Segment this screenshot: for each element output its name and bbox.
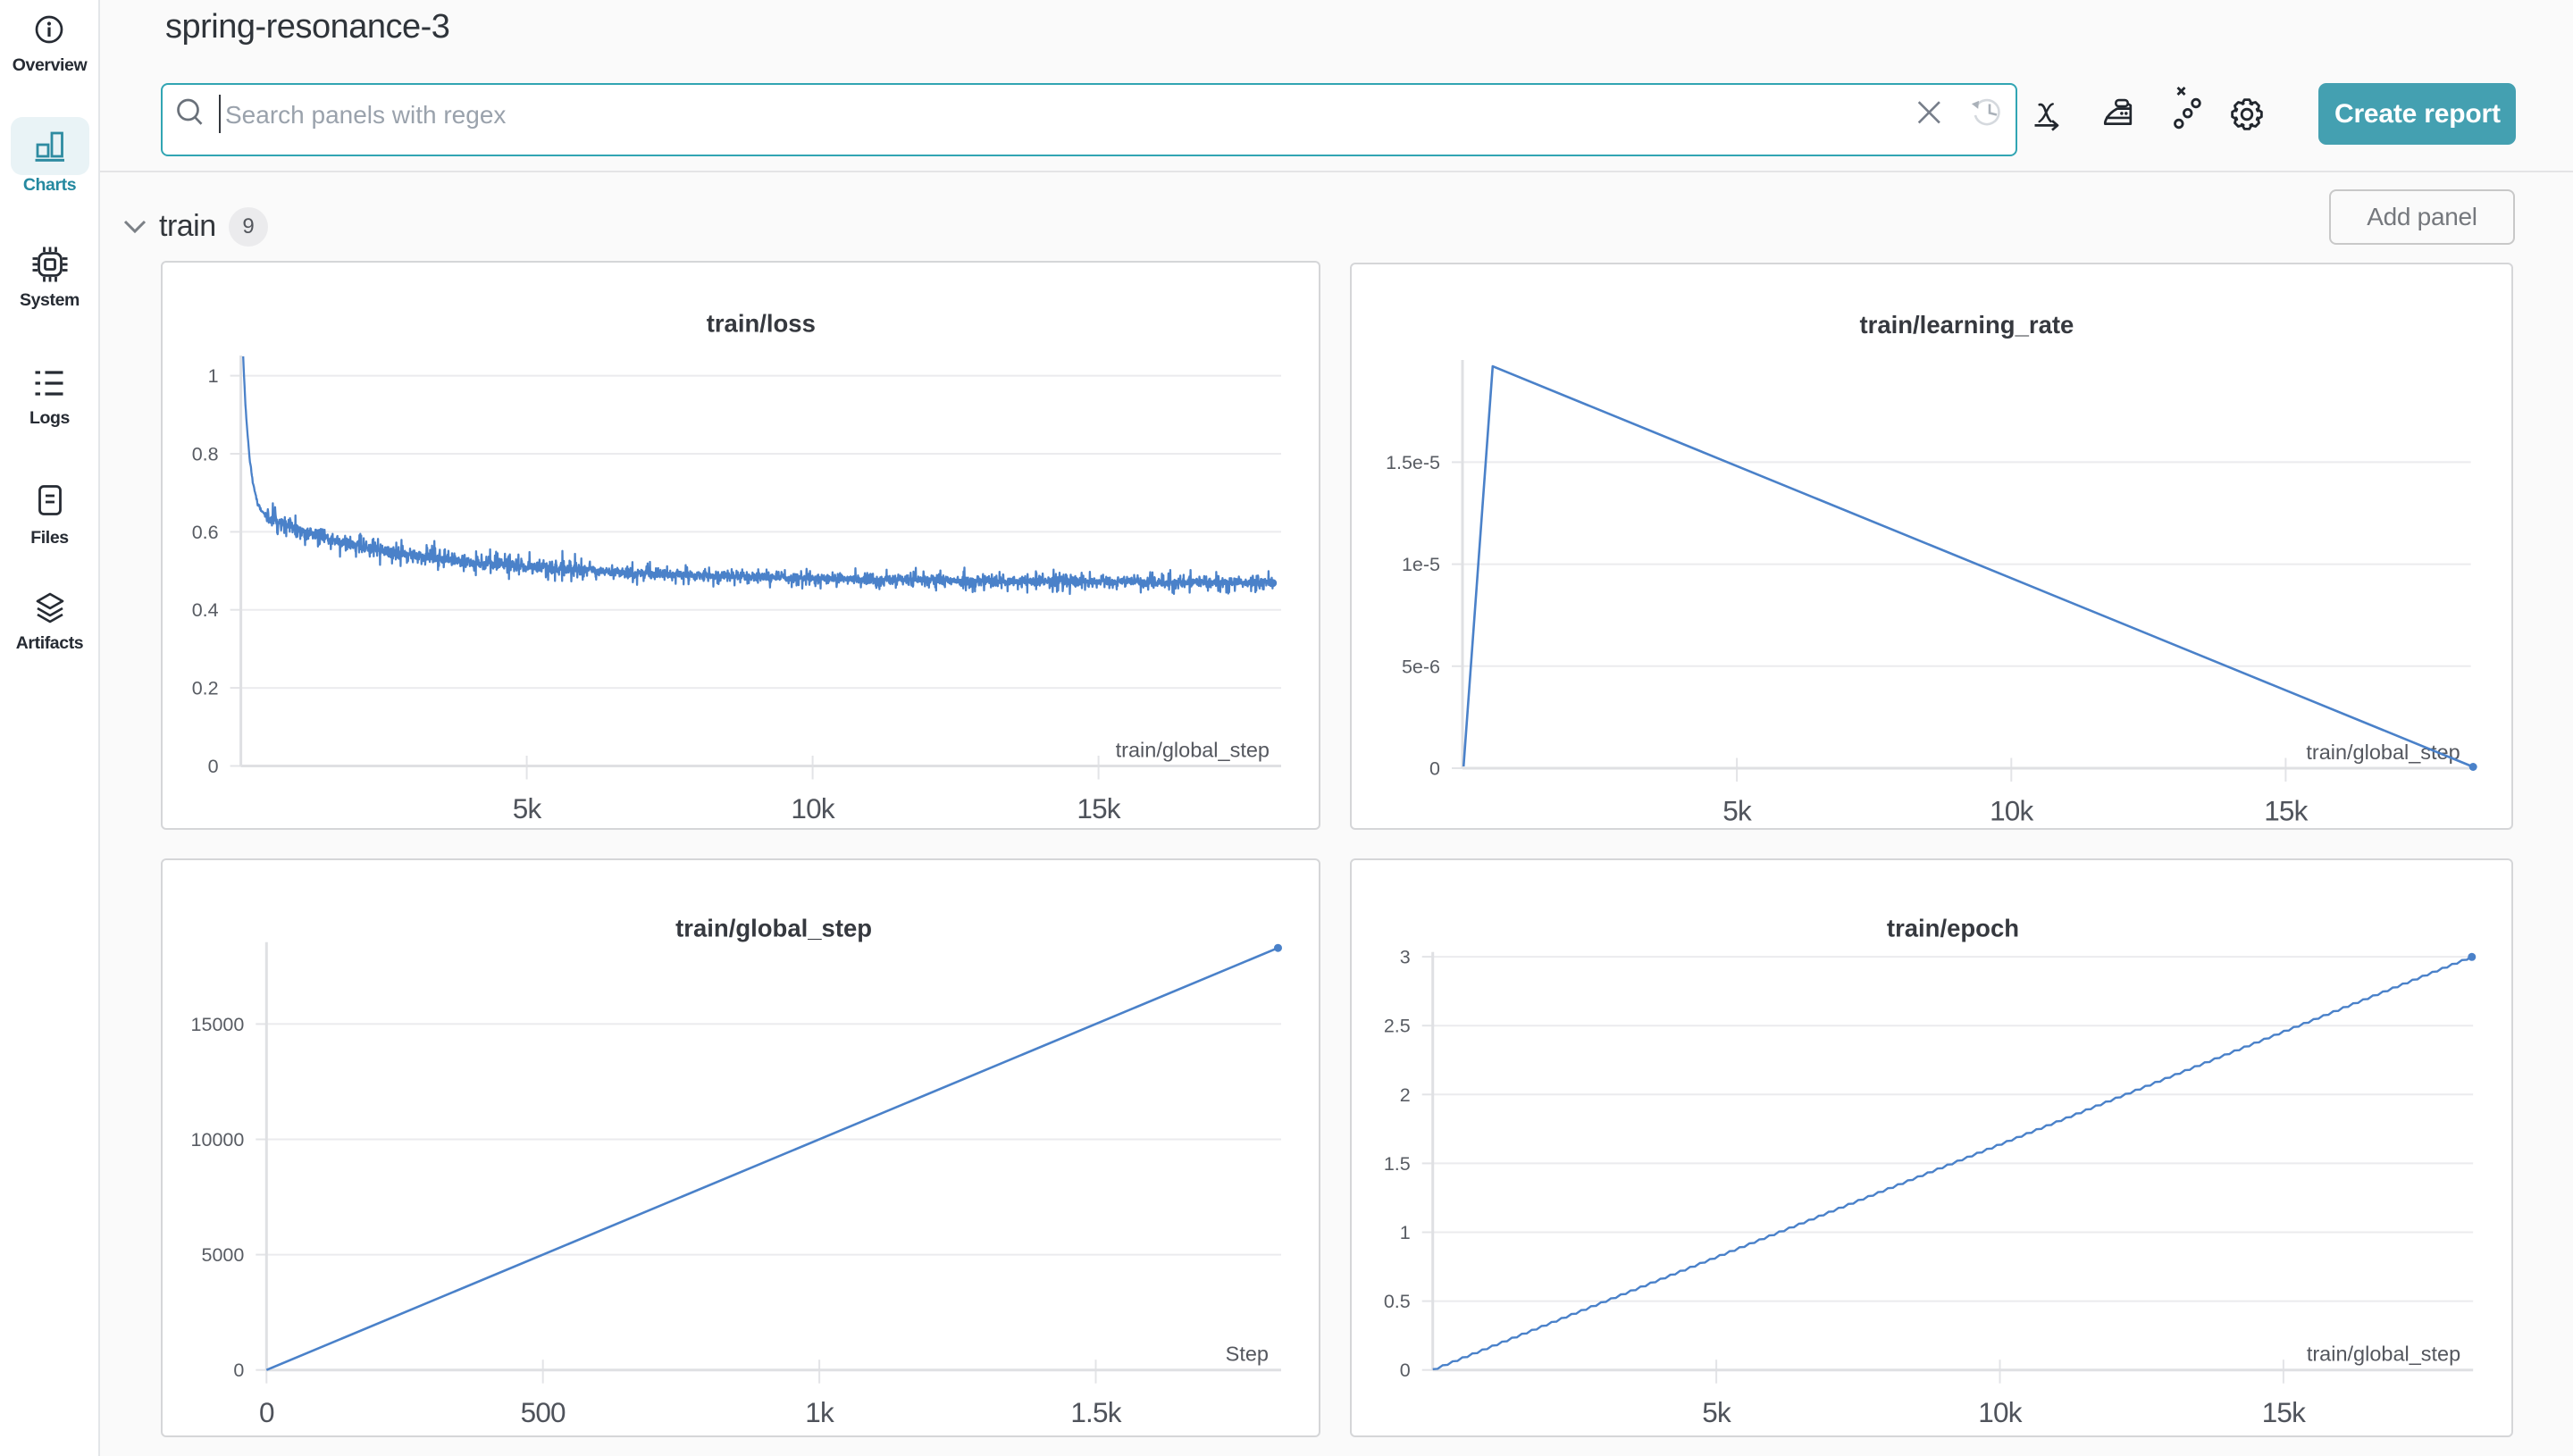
svg-text:5000: 5000 <box>202 1244 245 1266</box>
svg-text:train/loss: train/loss <box>707 309 816 337</box>
svg-text:0.8: 0.8 <box>192 444 219 465</box>
svg-text:0.2: 0.2 <box>192 678 219 699</box>
svg-text:train/global_step: train/global_step <box>675 915 872 942</box>
svg-text:0: 0 <box>259 1396 274 1428</box>
svg-text:3: 3 <box>1400 947 1411 968</box>
svg-text:10k: 10k <box>1990 794 2033 826</box>
svg-text:15000: 15000 <box>191 1014 245 1035</box>
svg-text:5e-6: 5e-6 <box>1402 656 1440 677</box>
svg-text:15k: 15k <box>2261 1396 2305 1428</box>
svg-text:1.5k: 1.5k <box>1070 1396 1121 1428</box>
svg-text:train/epoch: train/epoch <box>1887 915 2019 942</box>
svg-text:10k: 10k <box>1978 1396 2022 1428</box>
svg-text:15k: 15k <box>2264 794 2308 826</box>
svg-text:5k: 5k <box>513 792 542 824</box>
svg-text:0: 0 <box>208 756 219 777</box>
svg-text:5k: 5k <box>1722 794 1752 826</box>
svg-text:2: 2 <box>1400 1084 1411 1106</box>
svg-text:15k: 15k <box>1077 792 1120 824</box>
svg-text:1e-5: 1e-5 <box>1402 554 1440 575</box>
svg-text:Step: Step <box>1226 1343 1269 1366</box>
svg-text:1k: 1k <box>805 1396 834 1428</box>
svg-text:train/global_step: train/global_step <box>2307 1343 2460 1366</box>
svg-text:1: 1 <box>1400 1222 1411 1243</box>
svg-text:1: 1 <box>208 365 219 387</box>
svg-text:train/learning_rate: train/learning_rate <box>1859 311 2074 339</box>
svg-text:0: 0 <box>1429 757 1440 779</box>
svg-text:10000: 10000 <box>191 1129 245 1151</box>
svg-text:0.6: 0.6 <box>192 522 219 543</box>
svg-text:1.5e-5: 1.5e-5 <box>1386 452 1440 473</box>
svg-text:10k: 10k <box>791 792 834 824</box>
svg-text:5k: 5k <box>1702 1396 1731 1428</box>
svg-text:2.5: 2.5 <box>1384 1016 1411 1037</box>
svg-text:1.5: 1.5 <box>1384 1153 1411 1175</box>
svg-text:0.4: 0.4 <box>192 599 219 621</box>
svg-text:0: 0 <box>233 1360 244 1381</box>
svg-text:0: 0 <box>1400 1360 1411 1381</box>
svg-text:train/global_step: train/global_step <box>1116 738 1270 761</box>
svg-text:0.5: 0.5 <box>1384 1291 1411 1312</box>
svg-text:500: 500 <box>521 1396 566 1428</box>
